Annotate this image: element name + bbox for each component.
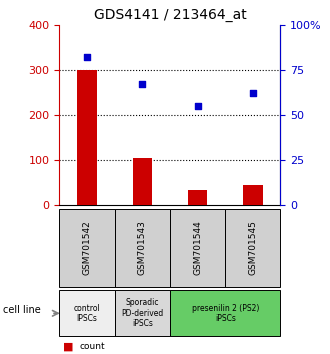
Bar <box>77 70 97 205</box>
Point <box>140 81 145 87</box>
Text: presenilin 2 (PS2)
iPSCs: presenilin 2 (PS2) iPSCs <box>191 304 259 323</box>
Point <box>84 55 90 60</box>
Text: cell line: cell line <box>3 305 41 315</box>
Text: GSM701542: GSM701542 <box>82 221 91 275</box>
Text: ■: ■ <box>63 342 73 352</box>
Bar <box>133 158 152 205</box>
Text: count: count <box>79 342 105 352</box>
Text: control
IPSCs: control IPSCs <box>74 304 100 323</box>
Text: GSM701545: GSM701545 <box>248 220 257 275</box>
Text: GSM701544: GSM701544 <box>193 221 202 275</box>
Title: GDS4141 / 213464_at: GDS4141 / 213464_at <box>94 8 246 22</box>
Bar <box>188 189 207 205</box>
Text: GSM701543: GSM701543 <box>138 220 147 275</box>
Bar <box>243 185 263 205</box>
Point <box>250 91 255 96</box>
Text: Sporadic
PD-derived
iPSCs: Sporadic PD-derived iPSCs <box>121 298 163 328</box>
Point <box>195 103 200 109</box>
